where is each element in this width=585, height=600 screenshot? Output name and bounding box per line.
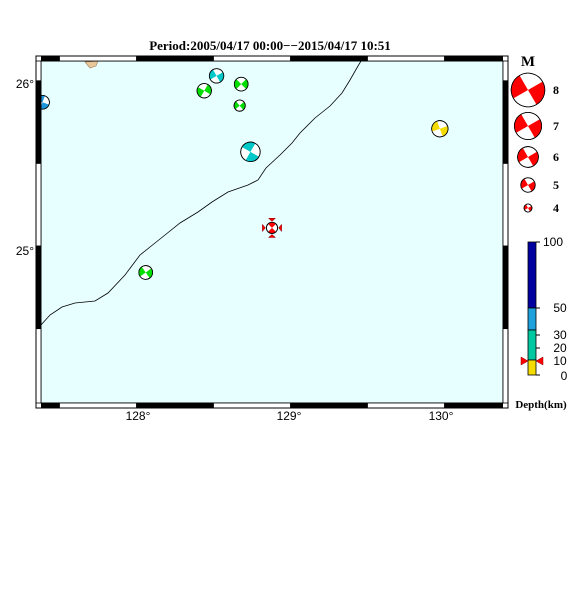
border-segment: [290, 56, 368, 61]
depth-scale-ticks: [536, 241, 540, 376]
depth-label-0: 0: [561, 369, 568, 383]
depth-bar-shallow-mid: [527, 329, 537, 361]
focal-mechanism-e1: [41, 95, 50, 110]
depth-bar-mid: [527, 307, 537, 331]
legend-beachball-m8: [510, 72, 546, 108]
magnitude-legend: M 8 7 6 5 4: [510, 54, 559, 215]
map-panel: [35, 55, 509, 409]
border-segment: [35, 163, 42, 247]
legend-beachball-m5: [520, 177, 536, 193]
border-segment: [59, 402, 137, 409]
depth-label-50: 50: [553, 301, 567, 315]
depth-marker-arrows: [520, 356, 544, 366]
focal-mechanism-e8: [138, 265, 154, 280]
border-segment: [502, 328, 509, 404]
legend-beachball-m6: [517, 146, 539, 168]
focal-mechanism-e9: [266, 221, 278, 234]
depth-label-10: 10: [553, 354, 567, 368]
legend-mag-label-5: 5: [553, 178, 559, 192]
border-outline: [35, 55, 509, 409]
legend-beachball-m7: [513, 111, 543, 141]
legend-mag-label-7: 7: [553, 119, 559, 133]
focal-mechanism-e6: [240, 141, 261, 163]
depth-bar-shallow: [527, 359, 537, 376]
border-segment: [367, 55, 445, 62]
longitude-labels: 128° 129° 130°: [126, 409, 454, 423]
legend-mag-label-4: 4: [553, 201, 559, 215]
depth-scale: 100 50 30 20 10 0 Depth(km): [515, 235, 567, 411]
legend-beachball-m4: [523, 203, 533, 213]
depth-label-100: 100: [543, 235, 563, 249]
legend-mag-label-8: 8: [553, 83, 559, 97]
lat-label-26: 26°: [16, 77, 34, 91]
lon-label-130: 130°: [429, 409, 454, 423]
border-segment: [444, 403, 503, 408]
border-segment: [213, 402, 291, 409]
map-border: [35, 55, 509, 409]
focal-mechanism-e7: [431, 120, 449, 138]
border-segment: [41, 56, 60, 61]
focal-mechanism-e2: [208, 68, 225, 84]
marker-arrow: [278, 223, 282, 233]
border-segment: [290, 403, 368, 408]
coastline: [41, 61, 362, 326]
legend-mag-label-6: 6: [553, 150, 559, 164]
focal-mechanism-e5: [233, 99, 246, 112]
focal-mechanism-e4: [233, 76, 249, 92]
border-segment: [502, 60, 509, 82]
border-segment: [502, 245, 509, 330]
marker-arrow: [267, 218, 277, 222]
border-segment: [444, 56, 503, 61]
depth-label-30: 30: [553, 328, 567, 342]
border-segment: [35, 60, 42, 82]
border-segment: [35, 245, 42, 330]
border-segment: [136, 56, 214, 61]
latest-event-marker: [262, 218, 282, 238]
latitude-labels: 26° 25°: [16, 77, 34, 258]
border-segment: [213, 55, 291, 62]
focal-mechanisms: [41, 68, 449, 280]
border-segment: [367, 402, 445, 409]
lat-label-25: 25°: [16, 244, 34, 258]
magnitude-legend-title: M: [521, 54, 535, 70]
depth-bar-deep: [527, 241, 537, 309]
marker-arrow: [267, 234, 277, 238]
focal-mechanism-e3: [196, 83, 212, 99]
border-segment: [59, 55, 137, 62]
border-segment: [502, 80, 509, 164]
marker-arrow: [262, 223, 266, 233]
border-segment: [35, 80, 42, 164]
depth-scale-title: Depth(km): [515, 399, 567, 411]
lon-label-128: 128°: [126, 409, 151, 423]
lon-label-129: 129°: [277, 409, 302, 423]
border-segment: [41, 403, 60, 408]
border-segment: [136, 403, 214, 408]
border-segment: [35, 328, 42, 404]
map-title: Period:2005/04/17 00:00−−2015/04/17 10:5…: [149, 38, 391, 53]
depth-label-20: 20: [553, 341, 567, 355]
border-segment: [502, 163, 509, 247]
